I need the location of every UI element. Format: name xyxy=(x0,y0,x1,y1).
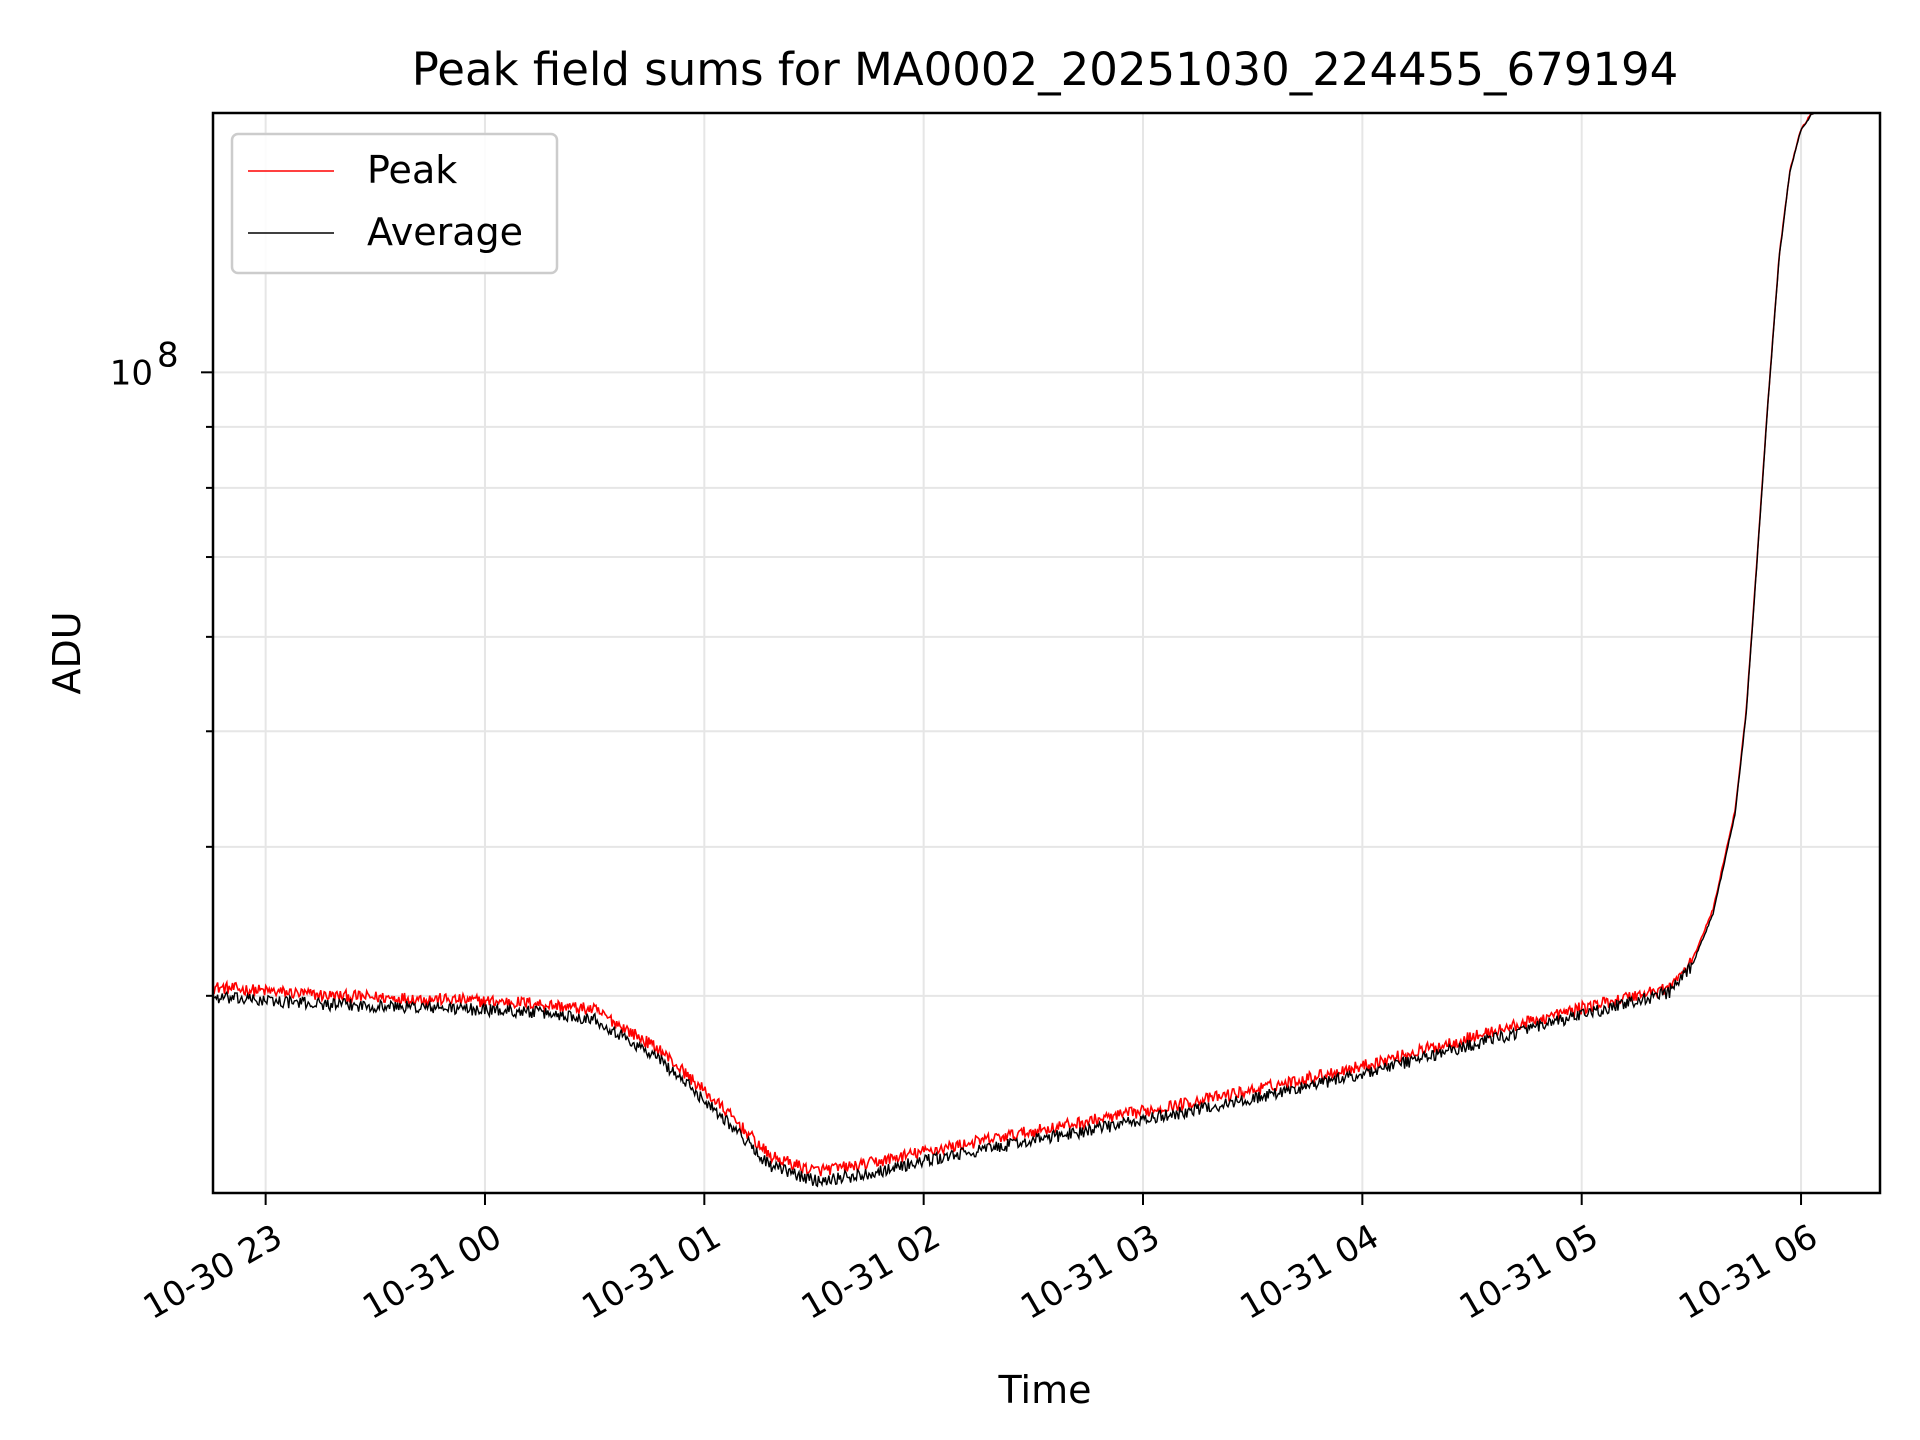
legend-peak-label: Peak xyxy=(367,148,457,192)
chart-title: Peak field sums for MA0002_20251030_2244… xyxy=(412,43,1679,96)
legend: Peak Average xyxy=(230,132,559,275)
series-layer xyxy=(213,113,1818,1188)
y-tick-label-base: 10 xyxy=(110,353,153,393)
y-axis-label: ADU xyxy=(45,611,89,694)
legend-average-label: Average xyxy=(367,210,523,254)
y-tick-label-exponent: 8 xyxy=(157,335,179,375)
plot-frame xyxy=(211,111,1882,1195)
x-axis-label: Time xyxy=(998,1368,1092,1412)
series-line-average xyxy=(213,113,1818,1188)
legend-box xyxy=(230,132,559,275)
grid-layer xyxy=(213,113,1880,1193)
